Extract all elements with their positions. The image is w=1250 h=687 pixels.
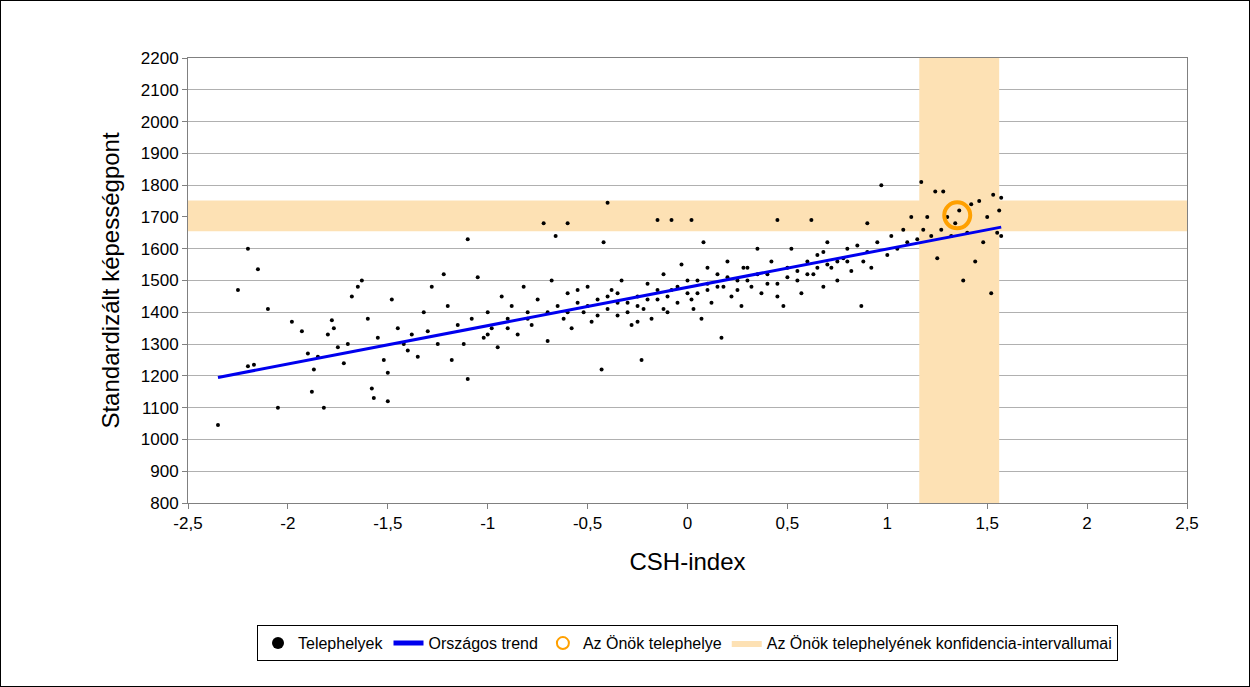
svg-text:-1,5: -1,5	[373, 514, 402, 533]
svg-text:-0,5: -0,5	[573, 514, 602, 533]
svg-text:Az Önök telephelyének konfiden: Az Önök telephelyének konfidencia-interv…	[767, 635, 1112, 652]
svg-text:2: 2	[1082, 514, 1091, 533]
svg-text:1: 1	[883, 514, 892, 533]
svg-text:-1: -1	[480, 514, 495, 533]
svg-text:CSH-index: CSH-index	[629, 548, 745, 575]
svg-text:1300: 1300	[141, 335, 179, 354]
svg-text:800: 800	[150, 494, 178, 513]
svg-text:0: 0	[683, 514, 692, 533]
svg-text:1500: 1500	[141, 271, 179, 290]
svg-text:1900: 1900	[141, 144, 179, 163]
svg-text:1700: 1700	[141, 208, 179, 227]
svg-text:-2: -2	[280, 514, 295, 533]
svg-text:Standardizált képességpont: Standardizált képességpont	[97, 132, 124, 429]
svg-text:Telephelyek: Telephelyek	[298, 635, 384, 652]
svg-text:1400: 1400	[141, 303, 179, 322]
svg-text:1600: 1600	[141, 240, 179, 259]
svg-text:2000: 2000	[141, 113, 179, 132]
svg-text:2200: 2200	[141, 49, 179, 68]
svg-text:0,5: 0,5	[776, 514, 800, 533]
svg-text:1800: 1800	[141, 176, 179, 195]
svg-text:2100: 2100	[141, 81, 179, 100]
svg-text:2,5: 2,5	[1175, 514, 1199, 533]
svg-text:Az Önök telephelye: Az Önök telephelye	[583, 635, 722, 652]
svg-text:1000: 1000	[141, 430, 179, 449]
svg-text:1100: 1100	[142, 399, 179, 418]
svg-text:1,5: 1,5	[975, 514, 999, 533]
svg-text:900: 900	[150, 462, 178, 481]
svg-text:1200: 1200	[141, 367, 179, 386]
svg-text:-2,5: -2,5	[173, 514, 202, 533]
svg-text:Országos trend: Országos trend	[429, 635, 538, 652]
